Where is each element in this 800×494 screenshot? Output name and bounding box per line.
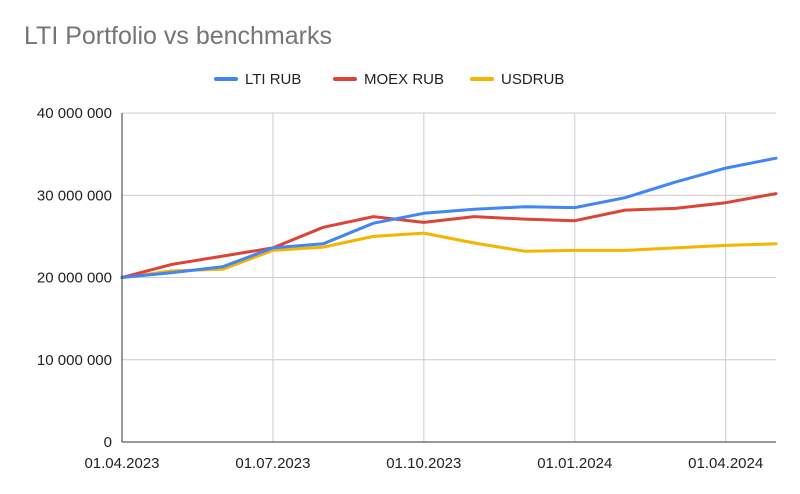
gridlines (122, 112, 776, 442)
series-line-moex-rub (120, 192, 778, 279)
legend-label: MOEX RUB (364, 71, 444, 88)
y-tick-label: 20 000 000 (37, 270, 112, 287)
series-lines (120, 156, 778, 279)
legend-item-usdrub: USDRUB (470, 71, 564, 88)
x-tick-label: 01.04.2024 (688, 455, 763, 472)
y-tick-label: 40 000 000 (37, 105, 112, 122)
x-tick-label: 01.04.2023 (84, 455, 159, 472)
y-tick-label: 30 000 000 (37, 187, 112, 204)
x-axis-tick-labels: 01.04.2023 01.07.2023 01.10.2023 01.01.2024… (84, 455, 763, 472)
y-tick-label: 0 (104, 434, 112, 451)
y-tick-label: 10 000 000 (37, 352, 112, 369)
legend-label: LTI RUB (245, 71, 301, 88)
series-line-usdrub (120, 231, 778, 279)
x-tick-label: 01.10.2023 (386, 455, 461, 472)
x-tick-label: 01.07.2023 (235, 455, 310, 472)
y-axis-tick-labels: 0 10 000 000 20 000 000 30 000 000 40 000 00… (37, 105, 112, 451)
legend-item-moex-rub: MOEX RUB (333, 71, 444, 88)
axes (121, 113, 776, 443)
series-line-lti-rub (120, 156, 778, 279)
legend-label: USDRUB (501, 71, 564, 88)
x-tick-label: 01.01.2024 (537, 455, 612, 472)
chart-title: LTI Portfolio vs benchmarks (24, 22, 332, 50)
legend-item-lti-rub: LTI RUB (214, 71, 301, 88)
legend: LTI RUB MOEX RUB USDRUB (214, 71, 564, 88)
